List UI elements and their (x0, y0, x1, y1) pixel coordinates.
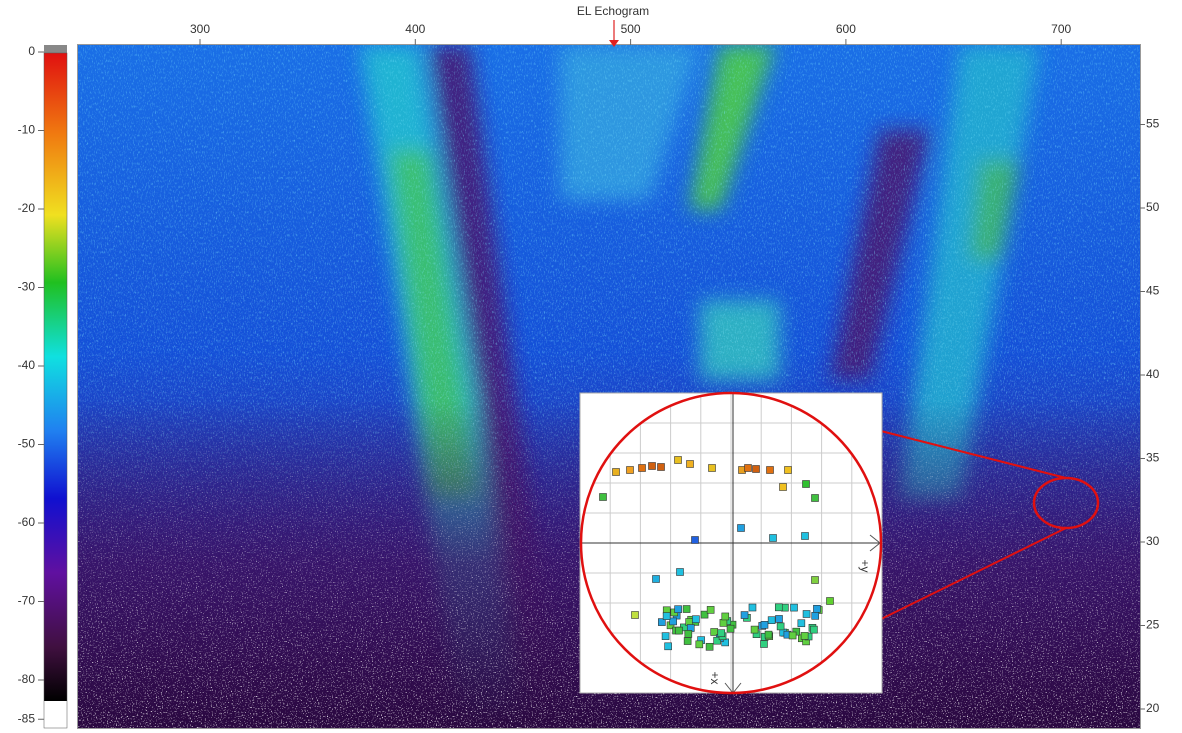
inset-point (770, 535, 777, 542)
colorbar-tick-label: 0 (28, 44, 35, 58)
inset-point (675, 627, 682, 634)
inset-point (810, 626, 817, 633)
inset-point (768, 617, 775, 624)
inset-point (685, 630, 692, 637)
right-tick-label: 20 (1146, 701, 1160, 715)
inset-point (677, 569, 684, 576)
inset-point (827, 598, 834, 605)
inset-point (722, 613, 729, 620)
top-tick-label: 300 (190, 22, 210, 36)
inset-point (639, 465, 646, 472)
inset-point (767, 467, 774, 474)
colorbar-tick-label: -50 (18, 437, 36, 451)
inset-point (785, 467, 792, 474)
right-tick-label: 45 (1146, 284, 1160, 298)
inset-point (675, 606, 682, 613)
inset-point (776, 615, 783, 622)
inset-point (751, 626, 758, 633)
colorbar-tick-label: -85 (18, 711, 36, 725)
inset-point (802, 533, 809, 540)
right-tick-label: 55 (1146, 117, 1160, 131)
inset-point (780, 484, 787, 491)
right-tick-label: 40 (1146, 367, 1160, 381)
inset-point (753, 466, 760, 473)
inset-point (718, 630, 725, 637)
inset-point (812, 612, 819, 619)
inset-point (727, 625, 734, 632)
colorbar-tick-label: -60 (18, 515, 36, 529)
inset-point (745, 465, 752, 472)
inset-point (749, 604, 756, 611)
right-tick-label: 35 (1146, 451, 1160, 465)
inset-point (707, 606, 714, 613)
inset-point (692, 537, 699, 544)
right-tick-label: 50 (1146, 200, 1160, 214)
inset-point (801, 632, 808, 639)
inset-point (720, 619, 727, 626)
colorbar (44, 53, 67, 728)
inset-point (649, 463, 656, 470)
inset-point (803, 611, 810, 618)
colorbar-tick-label: -80 (18, 672, 36, 686)
inset-point (761, 621, 768, 628)
inset-point (663, 613, 670, 620)
inset-point (613, 469, 620, 476)
right-tick-label: 30 (1146, 534, 1160, 548)
inset-point (791, 604, 798, 611)
colorbar-tick-label: -20 (18, 201, 36, 215)
inset-point (675, 457, 682, 464)
inset-point (653, 576, 660, 583)
inset-point (813, 605, 820, 612)
inset-point (738, 525, 745, 532)
inset-point (687, 461, 694, 468)
inset-point (696, 641, 703, 648)
inset-point (741, 612, 748, 619)
inset-point (709, 465, 716, 472)
top-tick-label: 700 (1051, 22, 1071, 36)
inset-point (812, 495, 819, 502)
inset-point (765, 631, 772, 638)
inset-point (658, 464, 665, 471)
inset-point (632, 612, 639, 619)
inset-point (683, 606, 690, 613)
colorbar-cap (44, 45, 67, 53)
inset-point (760, 640, 767, 647)
top-tick-label: 500 (621, 22, 641, 36)
colorbar-tick-label: -40 (18, 358, 36, 372)
top-tick-label: 400 (405, 22, 425, 36)
inset-point (706, 643, 713, 650)
inset-y-label: +y (858, 559, 872, 572)
inset-point (803, 481, 810, 488)
echogram-title: EL Echogram (577, 4, 649, 18)
inset-point (775, 604, 782, 611)
inset-point (789, 632, 796, 639)
colorbar-tick-label: -30 (18, 280, 36, 294)
echogram-window: EL Echogram +y +x 300 400 500 600 700 0 -10 -20… (0, 0, 1182, 733)
inset-x-label: +x (708, 671, 722, 684)
inset-point (692, 616, 699, 623)
inset-point (798, 620, 805, 627)
inset-point (812, 577, 819, 584)
colorbar-tick-label: -10 (18, 123, 36, 137)
inset-point (670, 618, 677, 625)
right-tick-label: 25 (1146, 618, 1160, 632)
inset-point (627, 467, 634, 474)
inset-point (684, 638, 691, 645)
inset-point (665, 643, 672, 650)
inset-point (600, 494, 607, 501)
top-tick-label: 600 (836, 22, 856, 36)
inset-point (662, 633, 669, 640)
colorbar-tick-label: -70 (18, 594, 36, 608)
inset-point (777, 623, 784, 630)
